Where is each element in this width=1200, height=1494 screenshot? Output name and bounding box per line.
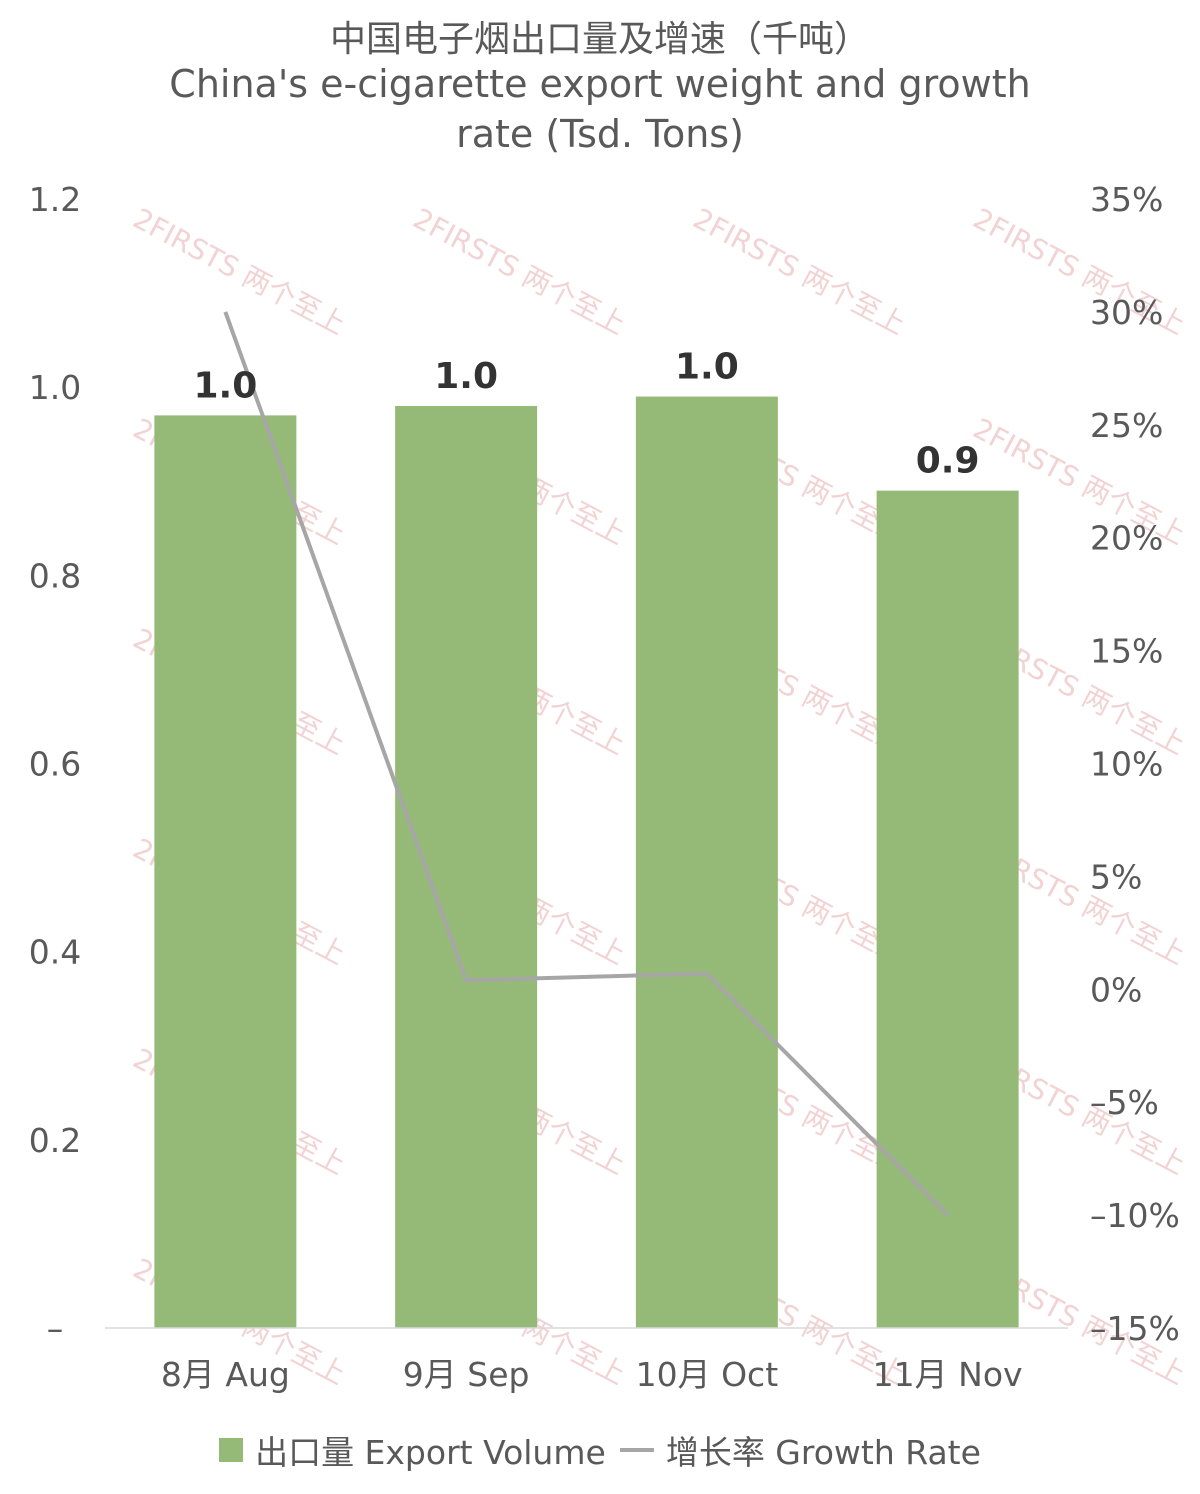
x-axis-tick-label: 8月 Aug — [161, 1355, 290, 1394]
line-series — [223, 311, 950, 1217]
right-axis-tick-label: –15% — [1090, 1309, 1180, 1348]
legend-swatch-export-volume — [219, 1438, 244, 1462]
bar-3 — [876, 490, 1019, 1328]
bar-data-labels: 1.0 1.0 1.0 0.9 — [193, 347, 979, 482]
chart-title-zh: 中国电子烟出口量及增速（千吨） — [329, 19, 870, 60]
bar-data-label-2: 1.0 — [675, 347, 739, 388]
right-y-axis: –15% –10% –5% 0% 5% 10% 15% 20% 25% 30% 35% — [1090, 180, 1180, 1348]
bar-data-label-1: 1.0 — [434, 356, 498, 397]
bar-2 — [635, 396, 778, 1328]
right-axis-tick-label: –10% — [1090, 1196, 1180, 1235]
right-axis-tick-label: 25% — [1090, 406, 1163, 445]
chart-title-en-line1: China's e-cigarette export weight and gr… — [169, 62, 1031, 106]
legend-label-export-volume: 出口量 Export Volume — [255, 1433, 606, 1472]
right-axis-tick-label: 15% — [1090, 632, 1163, 671]
x-axis: 8月 Aug 9月 Sep 10月 Oct 11月 Nov — [161, 1355, 1023, 1394]
right-axis-tick-label: 35% — [1090, 180, 1163, 219]
legend: 出口量 Export Volume 增长率 Growth Rate — [0, 1426, 1200, 1474]
watermark-text: 2FIRSTS 两个至上 — [688, 202, 911, 342]
left-axis-tick-label: – — [47, 1309, 64, 1348]
right-axis-tick-label: –5% — [1090, 1083, 1159, 1122]
legend-label-growth-rate: 增长率 Growth Rate — [665, 1433, 981, 1472]
growth-rate-line — [223, 311, 950, 1217]
bar-series — [154, 396, 1019, 1328]
left-axis-tick-label: 1.0 — [29, 368, 81, 407]
x-axis-tick-label: 10月 Oct — [636, 1355, 779, 1394]
right-axis-tick-label: 20% — [1090, 519, 1163, 558]
left-axis-tick-label: 1.2 — [29, 180, 81, 219]
bar-1 — [395, 405, 538, 1328]
watermark-text: 2FIRSTS 两个至上 — [128, 202, 351, 342]
bar-data-label-3: 0.9 — [916, 441, 980, 482]
bar-0 — [154, 415, 297, 1328]
right-axis-tick-label: 30% — [1090, 293, 1163, 332]
x-axis-tick-label: 11月 Nov — [873, 1355, 1023, 1394]
chart-title-en-line2: rate (Tsd. Tons) — [456, 112, 744, 156]
left-axis-tick-label: 0.8 — [29, 556, 81, 595]
right-axis-tick-label: 0% — [1090, 970, 1142, 1009]
right-axis-tick-label: 5% — [1090, 857, 1142, 896]
legend-swatch-growth-rate — [619, 1448, 654, 1452]
left-axis-tick-label: 0.2 — [29, 1121, 81, 1160]
left-axis-tick-label: 0.4 — [29, 933, 81, 972]
left-y-axis: – 0.2 0.4 0.6 0.8 1.0 1.2 — [29, 180, 81, 1348]
x-axis-tick-label: 9月 Sep — [403, 1355, 530, 1394]
right-axis-tick-label: 10% — [1090, 745, 1163, 784]
watermark-text: 2FIRSTS 两个至上 — [408, 202, 631, 342]
left-axis-tick-label: 0.6 — [29, 745, 81, 784]
bar-data-label-0: 1.0 — [193, 365, 257, 406]
